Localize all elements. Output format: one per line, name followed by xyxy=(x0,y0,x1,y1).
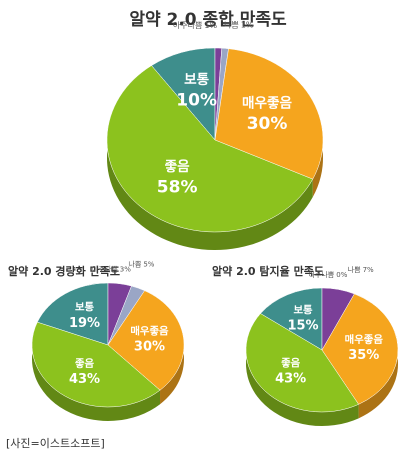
slice-value: 7% xyxy=(363,266,374,274)
slice-value: 1% xyxy=(204,21,217,30)
slice-value: 5% xyxy=(143,260,154,268)
chart-title: 알약 2.0 탐지율 만족도 xyxy=(212,264,324,278)
slice-label: 좋음 xyxy=(281,357,301,369)
slice-value: 10% xyxy=(176,90,217,110)
pie-slice xyxy=(31,321,161,408)
slice-value: 1% xyxy=(241,21,254,30)
slice-label: 아주나쁨 xyxy=(173,20,202,30)
slice-value: 3% xyxy=(120,265,131,273)
pie-slice xyxy=(245,313,359,413)
slice-value: 58% xyxy=(157,177,198,197)
pie-side xyxy=(32,322,161,421)
slice-label: 나쁨 xyxy=(224,21,239,30)
slice-label: 좋음 xyxy=(75,358,95,370)
slice-label: 보통 xyxy=(184,72,210,88)
slice-label: 나쁨 xyxy=(128,259,141,268)
slice-value: 19% xyxy=(69,316,100,331)
chart-title: 알약 2.0 경량화 만족도 xyxy=(8,264,120,278)
slice-label: 아주나쁨 xyxy=(92,264,118,273)
slice-value: 30% xyxy=(134,340,165,355)
pie-slice xyxy=(260,287,323,351)
slice-value: 15% xyxy=(287,319,318,334)
slice-label: 보통 xyxy=(293,305,313,317)
slice-label: 좋음 xyxy=(165,159,191,175)
pie-slice xyxy=(106,65,314,233)
slice-value: 0% xyxy=(336,271,347,279)
slice-label: 매우좋음 xyxy=(345,333,384,346)
pie-slice xyxy=(214,48,324,180)
pie-slice xyxy=(321,293,399,405)
pie-slice xyxy=(36,282,109,346)
slice-label: 매우좋음 xyxy=(242,96,293,112)
caption: [사진=이스트소프트] xyxy=(6,437,105,450)
slice-label: 매우좋음 xyxy=(130,325,169,338)
slice-value: 43% xyxy=(275,372,306,387)
chart-title: 알약 2.0 종합 만족도 xyxy=(129,9,287,30)
slice-label: 아주나쁨 xyxy=(308,270,334,279)
slice-label: 보통 xyxy=(75,302,95,314)
slice-value: 43% xyxy=(69,372,100,387)
slice-label: 나쁨 xyxy=(348,265,361,274)
slice-value: 30% xyxy=(247,114,288,134)
slice-value: 35% xyxy=(348,348,379,363)
pie-slice xyxy=(107,290,185,391)
